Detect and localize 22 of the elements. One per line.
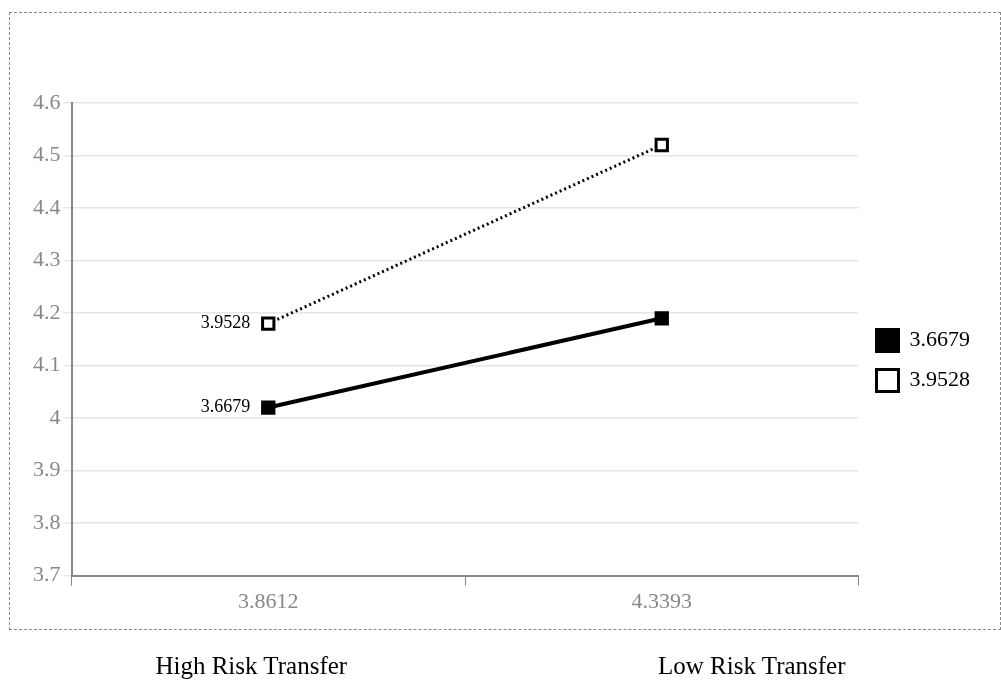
- point: [261, 400, 276, 415]
- y-tick-label: 4.4: [33, 193, 61, 219]
- y-tick-label: 4.2: [33, 298, 61, 324]
- annotation: 3.6679: [200, 396, 251, 417]
- y-tick-label: 4.6: [33, 88, 61, 114]
- point: [261, 316, 276, 331]
- y-tick-label: 4.1: [33, 351, 61, 377]
- y-tick-label: 4: [49, 403, 61, 429]
- y-tick-label: 4.5: [33, 141, 61, 167]
- y-tick-label: 4.3: [33, 246, 61, 272]
- x-tick-label: 4.3393: [631, 587, 692, 613]
- y-tick-label: 3.9: [33, 456, 61, 482]
- y-tick-label: 3.7: [33, 561, 61, 587]
- point: [654, 137, 669, 153]
- text: Low Risk Transfer: [658, 652, 846, 680]
- legend-label: 3.6679: [909, 326, 970, 352]
- text: High Risk Transfer: [155, 652, 348, 680]
- legend-label: 3.9528: [909, 366, 970, 392]
- x-tick-label: 3.8612: [238, 587, 299, 613]
- point: [654, 311, 669, 326]
- y-tick-label: 3.8: [33, 508, 61, 534]
- annotation: 3.9528: [200, 312, 251, 333]
